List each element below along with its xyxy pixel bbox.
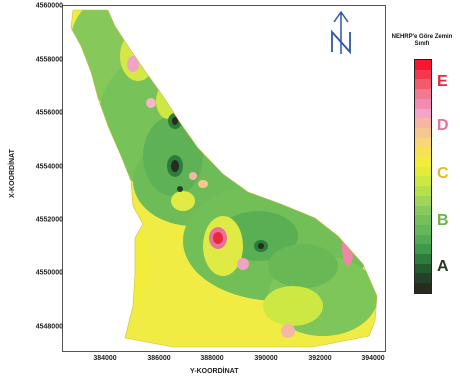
x-tick: 388000 <box>200 355 224 362</box>
legend-color-swatch <box>415 69 431 80</box>
map-frame <box>62 5 386 352</box>
legend-color-swatch <box>415 205 431 216</box>
x-tick: 384000 <box>93 355 117 362</box>
legend-color-swatch <box>415 234 431 245</box>
y-tick: 4548000 <box>35 323 63 331</box>
y-axis-title: X-KOORDİNAT <box>8 149 16 198</box>
legend-color-swatch <box>415 283 431 293</box>
y-tick: 4560000 <box>35 2 63 10</box>
legend-class-d: D <box>437 117 449 134</box>
legend-color-swatch <box>415 157 431 167</box>
x-axis-title: Y-KOORDİNAT <box>190 368 239 375</box>
legend-color-swatch <box>415 60 431 70</box>
x-tick: 394000 <box>361 355 385 362</box>
legend-color-swatch <box>415 176 431 187</box>
legend-color-swatch <box>415 137 431 148</box>
soil-class-map[interactable] <box>63 6 385 351</box>
legend-color-swatch <box>415 244 431 255</box>
legend-class-c: C <box>437 165 449 182</box>
legend-color-swatch <box>415 195 431 206</box>
legend-color-swatch <box>415 98 431 109</box>
legend-color-swatch <box>415 118 431 128</box>
legend-color-swatch <box>415 108 431 119</box>
legend-color-swatch <box>415 215 431 225</box>
legend-color-swatch <box>415 147 431 158</box>
north-arrow-icon <box>331 10 351 55</box>
north-arrow: N <box>328 10 354 56</box>
legend-class-b: B <box>437 212 449 229</box>
legend-class-a: A <box>437 258 449 275</box>
legend-color-swatch <box>415 254 431 264</box>
legend-color-swatch <box>415 273 431 284</box>
legend-color-swatch <box>415 166 431 177</box>
y-tick: 4558000 <box>35 56 63 64</box>
legend-color-swatch <box>415 224 431 235</box>
legend-color-swatch <box>415 89 431 99</box>
legend-class-e: E <box>437 73 448 90</box>
legend-color-scale <box>414 59 432 294</box>
y-tick: 4556000 <box>35 109 63 117</box>
x-tick: 392000 <box>308 355 332 362</box>
legend-color-swatch <box>415 127 431 138</box>
y-tick: 4550000 <box>35 269 63 277</box>
legend-color-swatch <box>415 79 431 90</box>
legend-color-swatch <box>415 186 431 196</box>
legend-title: NEHRP'e Göre Zemin Sınıfı <box>391 34 453 47</box>
x-tick: 390000 <box>254 355 278 362</box>
y-tick: 4554000 <box>35 163 63 171</box>
x-tick: 386000 <box>147 355 171 362</box>
y-tick: 4552000 <box>35 216 63 224</box>
legend-color-swatch <box>415 263 431 274</box>
